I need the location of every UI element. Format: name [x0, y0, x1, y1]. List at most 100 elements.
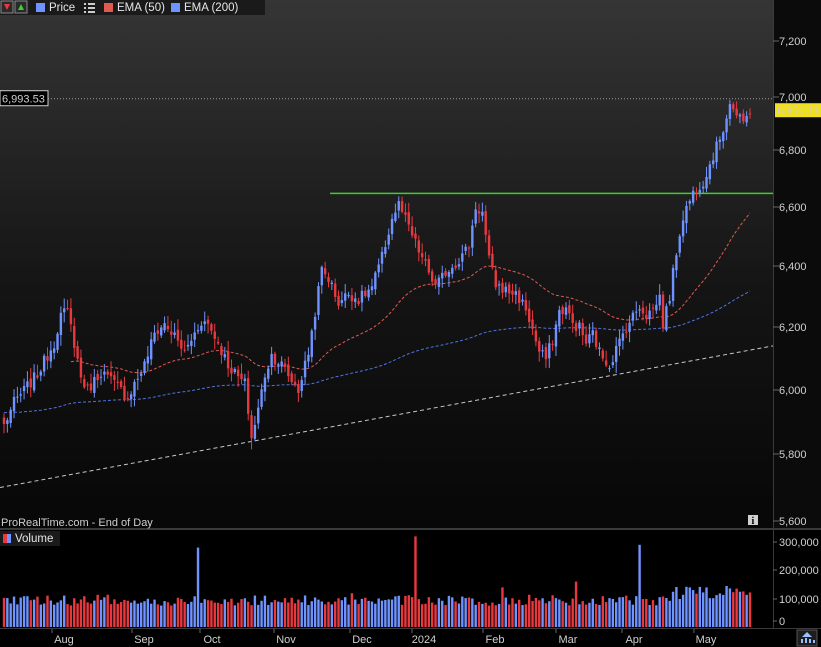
candle-body[interactable]	[725, 118, 728, 133]
candle-body[interactable]	[247, 378, 250, 414]
volume-bar[interactable]	[461, 596, 464, 627]
volume-bar[interactable]	[143, 601, 146, 627]
candle-body[interactable]	[390, 218, 394, 235]
candle-body[interactable]	[655, 304, 658, 311]
volume-bar[interactable]	[491, 602, 494, 627]
volume-bar[interactable]	[648, 604, 651, 627]
volume-bar[interactable]	[618, 597, 621, 627]
volume-bar[interactable]	[59, 600, 63, 627]
candle-body[interactable]	[123, 385, 126, 399]
candle-body[interactable]	[337, 295, 340, 306]
volume-bar[interactable]	[464, 598, 467, 627]
volume-bar[interactable]	[136, 603, 140, 627]
zoom-handle-icon[interactable]	[796, 629, 818, 647]
candle-body[interactable]	[213, 331, 216, 339]
volume-bar[interactable]	[250, 605, 253, 627]
volume-bar[interactable]	[113, 599, 116, 627]
volume-bar[interactable]	[588, 602, 591, 627]
candle-body[interactable]	[42, 355, 46, 372]
candle-body[interactable]	[608, 368, 611, 370]
candle-body[interactable]	[63, 308, 66, 313]
volume-bar[interactable]	[280, 602, 283, 627]
volume-bar[interactable]	[293, 603, 297, 627]
volume-bar[interactable]	[414, 536, 417, 627]
volume-bar[interactable]	[524, 604, 528, 627]
candle-body[interactable]	[691, 190, 695, 203]
volume-bar[interactable]	[9, 603, 12, 627]
volume-bar[interactable]	[541, 598, 544, 627]
candle-body[interactable]	[384, 247, 387, 254]
volume-bar[interactable]	[39, 604, 42, 627]
volume-bar[interactable]	[210, 600, 213, 627]
volume-bar[interactable]	[170, 605, 173, 627]
volume-bar[interactable]	[133, 600, 136, 627]
candle-body[interactable]	[83, 379, 86, 388]
candle-body[interactable]	[210, 324, 213, 331]
volume-bar[interactable]	[307, 605, 310, 627]
volume-bar[interactable]	[216, 602, 220, 627]
candle-body[interactable]	[233, 369, 237, 373]
volume-bar[interactable]	[180, 598, 183, 627]
volume-bar[interactable]	[671, 591, 675, 627]
volume-bar[interactable]	[390, 599, 394, 627]
volume-bar[interactable]	[558, 599, 561, 627]
candle-body[interactable]	[701, 186, 705, 189]
volume-bar[interactable]	[123, 599, 126, 627]
volume-bar[interactable]	[531, 601, 534, 627]
candle-body[interactable]	[528, 308, 531, 322]
volume-bar[interactable]	[715, 595, 718, 627]
legend-ema50[interactable]: EMA (50)	[117, 2, 165, 14]
volume-bar[interactable]	[598, 604, 601, 627]
volume-bar[interactable]	[474, 604, 477, 627]
volume-bar[interactable]	[665, 597, 668, 627]
volume-bar[interactable]	[451, 597, 454, 627]
volume-bar[interactable]	[333, 601, 337, 627]
candle-body[interactable]	[745, 115, 748, 123]
candle-body[interactable]	[451, 267, 454, 274]
volume-bar[interactable]	[290, 597, 293, 627]
candle-body[interactable]	[257, 407, 260, 424]
volume-bar[interactable]	[718, 593, 722, 627]
list-icon[interactable]	[84, 3, 95, 13]
volume-bar[interactable]	[364, 597, 367, 627]
candle-body[interactable]	[410, 226, 414, 236]
candle-body[interactable]	[243, 378, 247, 382]
candle-body[interactable]	[136, 378, 140, 380]
volume-bar[interactable]	[521, 605, 524, 627]
candle-body[interactable]	[491, 253, 494, 268]
volume-bar[interactable]	[571, 598, 574, 627]
candle-body[interactable]	[323, 268, 327, 275]
volume-bar[interactable]	[561, 601, 564, 627]
legend-price[interactable]: Price	[49, 2, 75, 14]
candle-body[interactable]	[350, 295, 354, 302]
candle-body[interactable]	[173, 332, 176, 336]
candle-body[interactable]	[333, 283, 337, 297]
candle-body[interactable]	[190, 340, 193, 346]
candle-body[interactable]	[19, 394, 22, 396]
candle-body[interactable]	[394, 212, 397, 221]
volume-bar[interactable]	[287, 602, 290, 627]
volume-bar[interactable]	[400, 604, 404, 627]
volume-bar[interactable]	[685, 586, 688, 627]
candle-body[interactable]	[313, 316, 317, 330]
candle-body[interactable]	[417, 240, 421, 253]
candle-body[interactable]	[149, 339, 153, 360]
volume-bar[interactable]	[52, 604, 56, 627]
volume-bar[interactable]	[387, 599, 390, 627]
volume-bar[interactable]	[240, 599, 243, 627]
price-pane[interactable]	[0, 0, 773, 528]
candle-body[interactable]	[364, 290, 367, 297]
volume-bar[interactable]	[303, 595, 307, 627]
candle-body[interactable]	[671, 267, 675, 301]
candle-body[interactable]	[280, 361, 283, 367]
candle-body[interactable]	[56, 333, 59, 350]
candle-body[interactable]	[216, 341, 220, 344]
candle-body[interactable]	[574, 323, 578, 331]
volume-bar[interactable]	[56, 602, 59, 627]
volume-bar[interactable]	[166, 602, 170, 627]
volume-bar[interactable]	[434, 604, 437, 627]
candle-body[interactable]	[728, 104, 732, 119]
volume-bar[interactable]	[621, 597, 625, 627]
volume-bar[interactable]	[79, 599, 83, 627]
volume-bar[interactable]	[745, 594, 748, 627]
